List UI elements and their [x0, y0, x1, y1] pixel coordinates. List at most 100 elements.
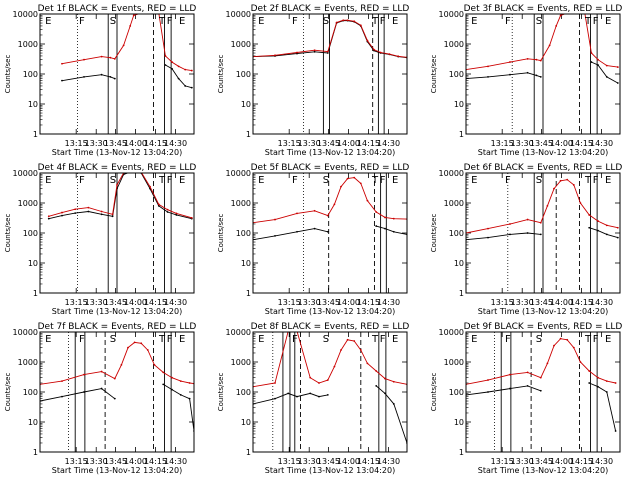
data-point: [375, 370, 378, 372]
x-tick-label: 14:00: [550, 457, 573, 466]
chart-panel: Det 6f BLACK = Events, RED = LLD Counts/s…: [430, 163, 622, 316]
data-point: [392, 217, 395, 220]
data-point: [597, 376, 599, 379]
y-tick-label: 10: [28, 418, 38, 427]
data-point: [340, 185, 342, 188]
data-point: [605, 391, 608, 393]
y-tick-label: 100: [449, 388, 464, 397]
data-point: [132, 14, 135, 17]
events-series-line: [466, 61, 619, 84]
data-point: [153, 364, 156, 366]
x-tick-label: 14:30: [164, 298, 187, 307]
data-point: [318, 382, 320, 384]
data-point: [388, 53, 391, 56]
data-point: [175, 214, 178, 216]
data-point: [190, 86, 193, 89]
data-point: [149, 185, 151, 188]
data-point: [375, 211, 378, 213]
y-tick-label: 100: [236, 229, 251, 238]
y-tick-label: 1: [33, 448, 38, 457]
y-tick-label: 100: [449, 70, 464, 79]
x-tick-label: 13:30: [298, 139, 321, 148]
data-point: [539, 221, 542, 224]
data-point: [588, 382, 591, 384]
data-point: [188, 397, 191, 400]
interval-letter: E: [471, 334, 477, 345]
y-axis-label: Counts/sec: [217, 373, 225, 412]
chart-panel: Det 4f BLACK = Events, RED = LLD Counts/s…: [4, 163, 196, 316]
data-point: [113, 397, 116, 400]
data-point: [61, 380, 63, 383]
lld-series-line: [466, 179, 618, 234]
data-point: [572, 346, 575, 349]
data-point: [111, 215, 114, 218]
y-tick-label: 10: [28, 259, 38, 268]
x-axis-label: Start Time (13-Nov-12 13:04:20): [52, 148, 182, 157]
chart-title: Det 9f BLACK = Events, RED = LLD: [464, 322, 623, 332]
data-point: [526, 71, 529, 74]
data-point: [100, 387, 103, 390]
interval-letter: E: [392, 334, 398, 345]
x-tick-label: 13:15: [491, 139, 514, 148]
y-tick-label: 1000: [444, 199, 464, 208]
x-tick-label: 14:15: [144, 298, 167, 307]
chart-title: Det 1f BLACK = Events, RED = LLD: [38, 4, 197, 14]
x-tick-label: 14:15: [570, 298, 593, 307]
data-point: [616, 82, 619, 84]
data-point: [171, 61, 173, 63]
data-point: [171, 67, 173, 70]
y-axis-label: Counts/sec: [4, 214, 12, 253]
data-point: [614, 382, 617, 384]
data-point: [61, 211, 63, 214]
interval-letter: T: [584, 175, 592, 186]
x-axis-label: Start Time (13-Nov-12 13:04:20): [478, 466, 608, 475]
data-point: [539, 233, 542, 236]
data-point: [146, 349, 149, 351]
data-point: [509, 373, 511, 376]
data-point: [614, 430, 617, 432]
data-point: [526, 232, 529, 234]
x-axis-label: Start Time (13-Nov-12 13:04:20): [265, 148, 395, 157]
data-point: [313, 50, 316, 53]
data-point: [384, 377, 386, 380]
y-tick-label: 10: [241, 100, 251, 109]
plot-area: [253, 173, 407, 293]
data-point: [487, 227, 489, 230]
x-tick-label: 13:45: [317, 457, 340, 466]
data-point: [509, 233, 511, 236]
y-tick-label: 1000: [231, 40, 251, 49]
data-point: [171, 388, 173, 391]
y-axis-label: Counts/sec: [217, 214, 225, 253]
data-point: [83, 373, 85, 376]
interval-letter: F: [292, 334, 298, 345]
data-point: [61, 79, 63, 82]
interval-letter: E: [258, 175, 264, 186]
data-point: [509, 223, 511, 225]
plot-area: [40, 332, 194, 452]
interval-letter: E: [45, 175, 51, 186]
plot-area: [61, 14, 193, 134]
data-point: [296, 395, 298, 398]
data-point: [164, 55, 167, 57]
data-point: [177, 65, 180, 68]
events-series-line: [253, 225, 407, 241]
data-point: [535, 58, 538, 61]
interval-letter: S: [110, 334, 116, 345]
data-point: [342, 19, 345, 22]
interval-letter: E: [392, 175, 398, 186]
x-tick-label: 13:45: [104, 298, 127, 307]
data-point: [83, 76, 85, 78]
data-point: [333, 365, 336, 368]
interval-letter: F: [380, 16, 386, 27]
y-tick-label: 100: [449, 229, 464, 238]
x-tick-label: 13:15: [278, 298, 301, 307]
data-point: [605, 64, 608, 67]
interval-letter: E: [471, 175, 477, 186]
data-point: [274, 235, 276, 237]
data-point: [384, 392, 386, 395]
interval-letter: E: [179, 16, 185, 27]
interval-letter: T: [371, 334, 379, 345]
data-point: [74, 212, 77, 215]
data-point: [179, 394, 182, 396]
data-point: [605, 380, 608, 383]
